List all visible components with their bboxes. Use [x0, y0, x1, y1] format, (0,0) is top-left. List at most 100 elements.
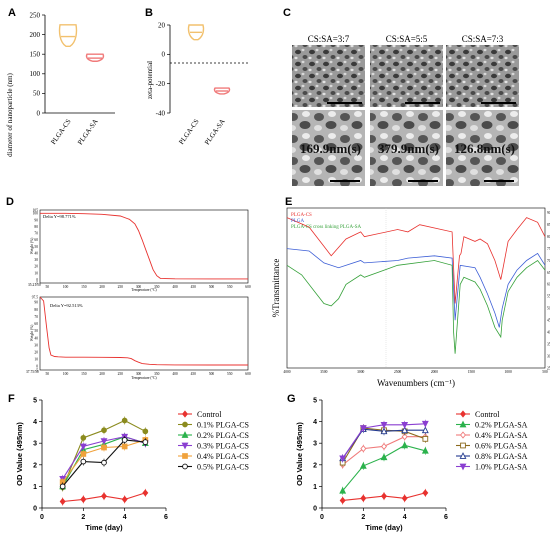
- tick-label: 70: [34, 232, 38, 236]
- sem-header: CS:SA=7:3: [462, 34, 504, 44]
- tick-label: 500: [209, 372, 215, 376]
- category-label: PLGA-CS: [49, 117, 72, 146]
- tick-label: 85: [547, 223, 550, 227]
- legend-entry: PLGA-CS cross linking PLGA-SA: [291, 225, 362, 230]
- panel-a: A diameter of nanoparticle (nm) 0 50 100 15…: [6, 7, 115, 157]
- data-point: [142, 428, 149, 435]
- legend-entry: 0.2% PLGA-CS: [197, 431, 249, 440]
- tick-label: 20: [34, 350, 38, 354]
- panel-d-top-frame: [39, 209, 249, 284]
- tick-label: 20: [158, 21, 166, 29]
- data-point: [401, 441, 409, 449]
- panel-d-bottom-legend: Delta Y=92.513%: [50, 303, 83, 308]
- tick-label: 70: [547, 259, 550, 263]
- tick-label: 2: [33, 462, 37, 469]
- data-point: [121, 417, 128, 424]
- data-point: [142, 439, 149, 445]
- panel-d-bottom-yticks: 97.5 90 80 70 60 50 40 30 20 10 0-5: [32, 295, 39, 372]
- sem-image-high-mag: [370, 110, 443, 186]
- data-point: [101, 427, 107, 434]
- data-point: [401, 421, 409, 429]
- tick-label: 30: [34, 258, 38, 262]
- tick-label: 100: [33, 212, 39, 216]
- tick-label: 250: [30, 11, 41, 19]
- tick-label: 250: [118, 372, 124, 376]
- panel-c-micrographs: 169.9nm(s) 379.9nm(s) 126.8nm(s): [292, 45, 519, 186]
- data-point: [80, 495, 87, 503]
- data-point: [101, 492, 107, 500]
- panel-d-top-legend: Delta Y=98.771%: [43, 214, 76, 219]
- tick-label: 3000: [357, 370, 364, 374]
- panel-d-top-xlabel: Temperature (°C): [131, 288, 157, 292]
- tick-label: 350: [154, 285, 160, 289]
- panel-d-bottom-corner: 37.75/50: [26, 370, 39, 374]
- tick-label: 400: [172, 372, 178, 376]
- data-point: [401, 494, 408, 502]
- data-point: [182, 410, 188, 418]
- tick-label: 300: [136, 285, 142, 289]
- panel-a-label: A: [8, 7, 16, 19]
- panel-f-label: F: [8, 393, 15, 405]
- data-point: [401, 426, 409, 434]
- data-point: [380, 427, 388, 435]
- tick-label: 600: [245, 285, 251, 289]
- panel-f: F OD Value (495nm) Time (day) 0 1 2 3 4 5 0 2 4 6…: [8, 393, 249, 532]
- tick-label: 2000: [431, 370, 438, 374]
- data-point: [339, 455, 347, 463]
- tick-label: 0: [40, 514, 44, 521]
- panel-g-series: [339, 419, 429, 505]
- data-point: [101, 459, 107, 466]
- panel-c: C CS:SA=3:7 CS:SA=5:5 CS:SA=7:3 169.9nm(s)…: [283, 7, 519, 186]
- data-point: [182, 463, 188, 470]
- tick-label: 1: [33, 484, 37, 491]
- tick-label: 10: [34, 358, 38, 362]
- panel-a-violins: [58, 24, 105, 62]
- tick-label: 0: [36, 278, 38, 282]
- spectrum-PLGA: [286, 248, 546, 328]
- tick-label: 4: [313, 419, 317, 426]
- legend-entry: 0.5% PLGA-CS: [197, 463, 249, 472]
- tick-label: 25: [547, 366, 550, 370]
- panel-d-top-xticks: 50 100 150 200 250 300 350 400 450 500 550 600: [46, 285, 251, 289]
- tick-label: 0: [33, 506, 37, 513]
- tick-label: 3: [313, 441, 317, 448]
- tick-label: 4: [403, 514, 407, 521]
- data-point: [359, 461, 367, 469]
- panel-e-frame: [286, 207, 546, 369]
- sem-header: CS:SA=3:7: [308, 34, 350, 44]
- violin-PLGA-CS: [58, 24, 78, 48]
- panel-d-bottom-ylabel: Weight (%): [30, 324, 34, 341]
- tick-label: 50: [34, 245, 38, 249]
- tick-label: 0: [320, 514, 324, 521]
- tick-label: 40: [547, 330, 550, 334]
- sem-image-high-mag: [292, 110, 365, 186]
- legend-entry: 1.0% PLGA-SA: [475, 463, 528, 472]
- data-point: [181, 442, 189, 450]
- data-point: [380, 453, 388, 461]
- tick-label: 200: [30, 31, 41, 39]
- panel-d-bottom-xlabel: Temperature (°C): [131, 376, 157, 380]
- panel-d-top-curve: [40, 212, 248, 280]
- panel-a-ylabel: diameter of nanoparticle (nm): [6, 72, 14, 156]
- data-point: [421, 446, 429, 454]
- panel-d-bottom-xticks: 50 100 150 200 250 300 350 400 450 500 550 600: [46, 372, 251, 376]
- panel-g: G OD Value (495nm) Time (day) 0 1 2 3 4 5 0 2 4 6…: [287, 393, 528, 532]
- tick-label: 90: [34, 301, 38, 305]
- tick-label: 550: [227, 285, 233, 289]
- tick-label: 6: [444, 514, 448, 521]
- panel-d: D Delta Y=98.771% 35.21/50 Weight (%) Te…: [6, 196, 251, 380]
- tick-label: 4000: [283, 370, 290, 374]
- panel-d-top-corner: 35.21/50: [28, 283, 41, 287]
- panel-e-ylabel: %Transmittance: [271, 259, 281, 318]
- category-label: PLGA-CS: [177, 117, 200, 146]
- spectrum-PLGA-CS: [286, 217, 546, 304]
- tick-label: 600: [245, 372, 251, 376]
- tick-label: -5: [35, 281, 38, 285]
- data-point: [182, 453, 188, 459]
- tick-label: 2: [361, 514, 365, 521]
- panel-d-bottom-frame: [39, 296, 249, 371]
- panel-e-xlabel: Wavenumbers (cm⁻¹): [377, 378, 455, 388]
- tick-label: -20: [156, 80, 166, 88]
- tick-label: 200: [99, 372, 105, 376]
